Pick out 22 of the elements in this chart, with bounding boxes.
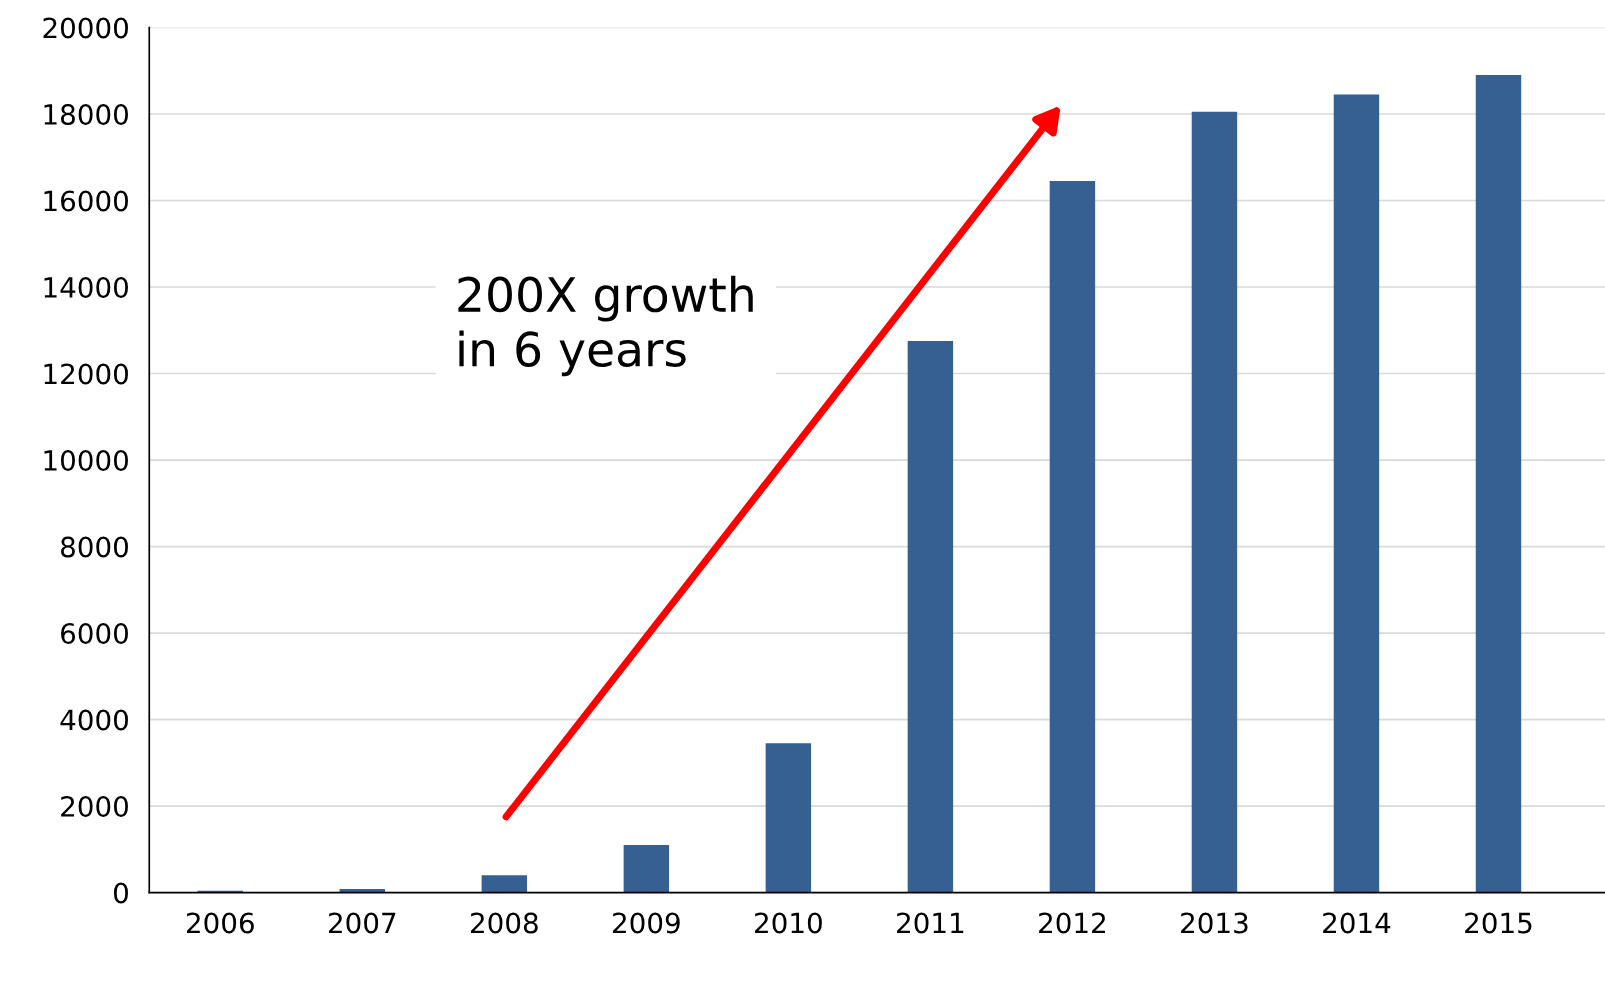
x-tick-label: 2006 xyxy=(186,912,254,934)
x-tick-label: 2008 xyxy=(471,912,538,934)
y-tick-label: 8000 xyxy=(61,536,128,558)
y-tick-label: 18000 xyxy=(44,103,128,125)
x-tick-label: 2012 xyxy=(1039,912,1105,934)
x-tick-label: 2011 xyxy=(897,912,964,934)
y-tick-label: 6000 xyxy=(61,622,128,644)
y-tick-label: 16000 xyxy=(44,190,128,212)
y-tick-label: 4000 xyxy=(60,709,128,731)
x-tick-label: 2013 xyxy=(1181,912,1248,934)
y-tick-label: 14000 xyxy=(44,276,128,298)
x-tick-label: 2010 xyxy=(755,912,822,934)
x-tick-label: 2014 xyxy=(1323,912,1391,934)
y-tick-label: 2000 xyxy=(61,796,128,818)
y-tick-label: 12000 xyxy=(44,363,128,385)
x-tick-label: 2007 xyxy=(328,912,396,934)
x-tick-label: 2015 xyxy=(1465,912,1532,934)
annotation: 200X growth in 6 years xyxy=(458,275,753,377)
y-tick-label: 0 xyxy=(113,882,128,904)
x-tick-label: 2009 xyxy=(613,912,680,934)
y-tick-label: 10000 xyxy=(44,449,128,471)
y-tick-label: 20000 xyxy=(43,17,128,39)
